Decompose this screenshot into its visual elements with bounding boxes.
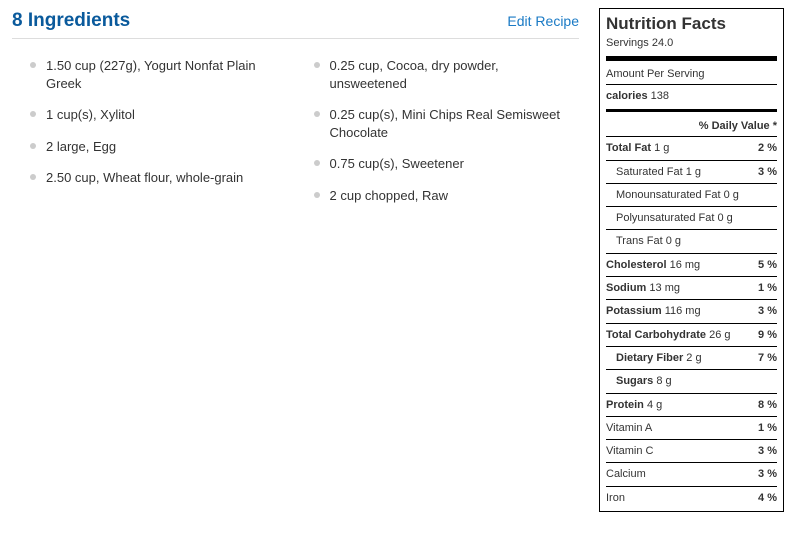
nutrient-amount: 0 g <box>721 189 739 201</box>
calories-value: 138 <box>651 90 669 102</box>
nutrient-dv: 1 % <box>758 421 777 435</box>
nutrient-dv: 3 % <box>758 444 777 458</box>
nutrition-row: Dietary Fiber 2 g 7 % <box>606 346 777 369</box>
nutrition-facts-panel: Nutrition Facts Servings 24.0 Amount Per… <box>599 8 784 512</box>
nutrition-row: Trans Fat 0 g <box>606 229 777 252</box>
nutrient-label: Dietary Fiber <box>616 352 683 364</box>
nutrient-dv: 9 % <box>758 328 777 342</box>
nutrient-amount: 26 g <box>706 329 730 341</box>
ingredient-item: 2.50 cup, Wheat flour, whole-grain <box>30 169 286 187</box>
ingredient-item: 1.50 cup (227g), Yogurt Nonfat Plain Gre… <box>30 57 286 92</box>
nutrient-label: Calcium <box>606 468 646 480</box>
nutrition-row: Monounsaturated Fat 0 g <box>606 183 777 206</box>
ingredients-col-2: 0.25 cup, Cocoa, dry powder, unsweetened… <box>296 57 580 218</box>
nutrition-servings: Servings 24.0 <box>606 36 777 50</box>
nutrient-label: Trans Fat <box>616 235 663 247</box>
ingredient-item: 0.75 cup(s), Sweetener <box>314 155 570 173</box>
nutrition-row: Calcium 3 % <box>606 462 777 485</box>
nutrient-dv: 8 % <box>758 398 777 412</box>
nutrient-amount: 116 mg <box>662 305 701 317</box>
nutrient-dv: 1 % <box>758 281 777 295</box>
nutrient-label: Polyunsaturated Fat <box>616 212 714 224</box>
nutrient-label: Sodium <box>606 282 646 294</box>
nutrient-dv: 4 % <box>758 491 777 505</box>
nutrition-row: Total Carbohydrate 26 g 9 % <box>606 323 777 346</box>
ingredient-item: 0.25 cup(s), Mini Chips Real Semisweet C… <box>314 106 570 141</box>
daily-value-header: % Daily Value * <box>606 116 777 136</box>
ingredients-col-1: 1.50 cup (227g), Yogurt Nonfat Plain Gre… <box>12 57 296 218</box>
ingredient-item: 2 large, Egg <box>30 138 286 156</box>
nutrition-row: Potassium 116 mg 3 % <box>606 299 777 322</box>
nutrient-amount: 2 g <box>683 352 701 364</box>
nutrient-label: Monounsaturated Fat <box>616 189 721 201</box>
ingredients-title: 8 Ingredients <box>12 10 130 32</box>
nutrient-dv: 2 % <box>758 141 777 155</box>
nutrient-label: Vitamin C <box>606 445 653 457</box>
nutrient-amount: 4 g <box>644 399 662 411</box>
nutrient-label: Iron <box>606 492 625 504</box>
nutrient-label: Potassium <box>606 305 662 317</box>
nutrient-amount: 0 g <box>663 235 681 247</box>
nutrient-amount: 0 g <box>714 212 732 224</box>
edit-recipe-link[interactable]: Edit Recipe <box>507 13 579 29</box>
nutrition-row: Total Fat 1 g 2 % <box>606 136 777 159</box>
nutrient-label: Protein <box>606 399 644 411</box>
ingredient-item: 1 cup(s), Xylitol <box>30 106 286 124</box>
nutrient-amount: 1 g <box>651 142 669 154</box>
ingredients-panel: 8 Ingredients Edit Recipe 1.50 cup (227g… <box>12 8 599 512</box>
ingredient-item: 0.25 cup, Cocoa, dry powder, unsweetened <box>314 57 570 92</box>
nutrient-amount: 8 g <box>653 375 671 387</box>
nutrient-amount: 16 mg <box>667 259 701 271</box>
nutrient-dv: 7 % <box>758 351 777 365</box>
nutrition-row: Polyunsaturated Fat 0 g <box>606 206 777 229</box>
nutrient-dv: 3 % <box>758 165 777 179</box>
nutrition-row: Protein 4 g 8 % <box>606 393 777 416</box>
nutrition-row: Vitamin A 1 % <box>606 416 777 439</box>
ingredient-item: 2 cup chopped, Raw <box>314 187 570 205</box>
nutrient-dv: 3 % <box>758 304 777 318</box>
nutrition-row: Sodium 13 mg 1 % <box>606 276 777 299</box>
nutrient-label: Sugars <box>616 375 653 387</box>
nutrient-label: Total Fat <box>606 142 651 154</box>
nutrition-row: Iron 4 % <box>606 486 777 509</box>
nutrient-label: Cholesterol <box>606 259 667 271</box>
nutrient-dv: 5 % <box>758 258 777 272</box>
nutrition-title: Nutrition Facts <box>606 13 777 35</box>
ingredients-header: 8 Ingredients Edit Recipe <box>12 10 579 39</box>
calories-label: calories <box>606 90 648 102</box>
nutrient-label: Total Carbohydrate <box>606 329 706 341</box>
nutrition-row: Sugars 8 g <box>606 369 777 392</box>
nutrient-label: Vitamin A <box>606 422 652 434</box>
calories-row: calories 138 <box>606 85 777 107</box>
nutrition-row: Saturated Fat 1 g 3 % <box>606 160 777 183</box>
nutrient-dv: 3 % <box>758 467 777 481</box>
nutrient-label: Saturated Fat <box>616 166 683 178</box>
nutrient-amount: 13 mg <box>646 282 680 294</box>
nutrition-row: Cholesterol 16 mg 5 % <box>606 253 777 276</box>
amount-per-serving-label: Amount Per Serving <box>606 65 777 83</box>
nutrient-amount: 1 g <box>683 166 701 178</box>
nutrition-row: Vitamin C 3 % <box>606 439 777 462</box>
